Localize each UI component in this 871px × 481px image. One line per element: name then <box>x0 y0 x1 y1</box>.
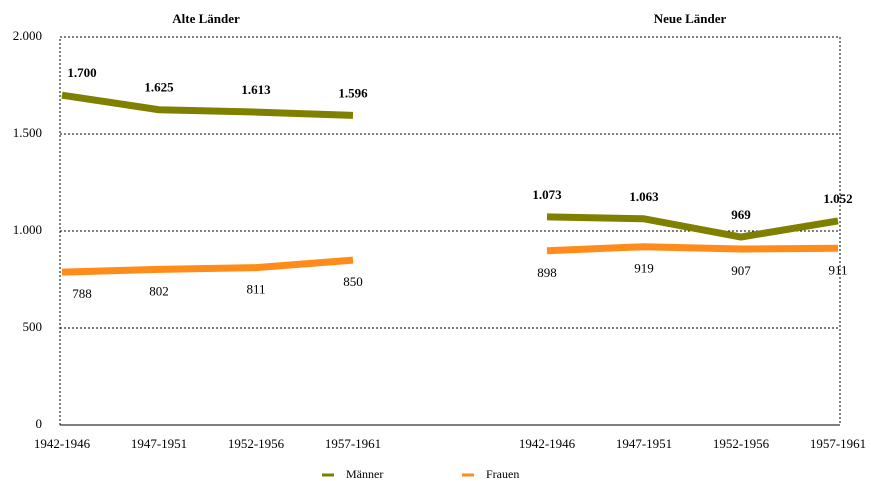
series-line <box>61 91 839 241</box>
data-label: 1.063 <box>629 189 659 204</box>
x-tick-label: 1952-1956 <box>713 436 770 451</box>
data-label: 1.700 <box>67 65 96 80</box>
y-tick-label: 1.500 <box>13 125 42 140</box>
y-tick-label: 0 <box>36 416 43 431</box>
data-label: 1.625 <box>144 80 174 95</box>
x-tick-label: 1952-1956 <box>228 436 285 451</box>
x-tick-label: 1942-1946 <box>34 436 91 451</box>
data-label: 911 <box>828 262 847 277</box>
x-tick-label: 1957-1961 <box>325 436 381 451</box>
data-label: 919 <box>634 261 654 276</box>
panel-title: Alte Länder <box>172 11 240 26</box>
panel-title: Neue Länder <box>654 11 727 26</box>
data-label: 1.596 <box>338 85 368 100</box>
data-label: 969 <box>731 207 751 222</box>
data-label: 1.052 <box>823 191 852 206</box>
x-tick-label: 1947-1951 <box>131 436 187 451</box>
data-label: 907 <box>731 263 751 278</box>
y-tick-label: 500 <box>23 319 43 334</box>
y-tick-label: 2.000 <box>13 28 42 43</box>
series-line <box>61 243 839 276</box>
x-tick-label: 1947-1951 <box>616 436 672 451</box>
data-label: 788 <box>72 286 92 301</box>
legend-label: Männer <box>346 467 383 481</box>
y-tick-label: 1.000 <box>13 222 42 237</box>
x-tick-label: 1957-1961 <box>810 436 866 451</box>
data-label: 898 <box>537 265 557 280</box>
x-tick-label: 1942-1946 <box>519 436 576 451</box>
data-label: 1.073 <box>532 187 562 202</box>
data-label: 802 <box>149 283 169 298</box>
data-label: 850 <box>343 274 363 289</box>
legend-label: Frauen <box>486 467 519 481</box>
data-label: 1.613 <box>241 82 271 97</box>
data-label: 811 <box>246 282 265 297</box>
